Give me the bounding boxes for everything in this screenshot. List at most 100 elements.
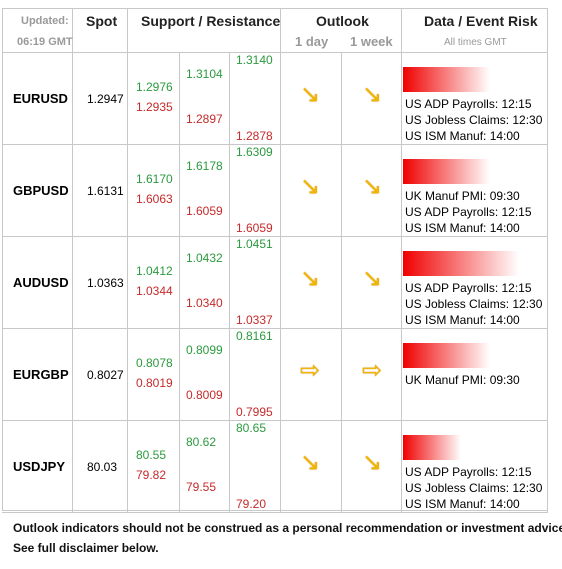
outlook-arrow: ↘ — [362, 81, 383, 108]
header-cell — [127, 8, 281, 53]
risk-bar — [403, 251, 519, 276]
event: US ISM Manuf: 14:00 — [405, 129, 520, 143]
event: US ISM Manuf: 14:00 — [405, 221, 520, 235]
cell — [2, 236, 73, 329]
resistance: 80.55 — [136, 448, 167, 462]
resistance: 1.6309 — [236, 145, 273, 159]
risk-bar — [403, 343, 490, 368]
footer-line: Outlook indicators should not be constru… — [13, 521, 562, 535]
pair: GBPUSD — [13, 183, 69, 198]
resistance: 80.62 — [186, 435, 217, 449]
event: US ADP Payrolls: 12:15 — [405, 205, 532, 219]
header-cell — [401, 8, 548, 53]
resistance: 0.8078 — [136, 356, 173, 370]
support: 1.0344 — [136, 284, 173, 298]
support: 1.6059 — [236, 221, 273, 235]
support: 0.7995 — [236, 405, 273, 419]
cell — [229, 52, 281, 145]
cell — [341, 144, 402, 237]
support: 1.2897 — [186, 112, 223, 126]
cell — [401, 420, 548, 513]
cell — [280, 52, 342, 145]
support: 1.6059 — [186, 204, 223, 218]
support: 79.82 — [136, 468, 167, 482]
cell — [229, 328, 281, 421]
cell — [127, 420, 180, 513]
cell — [341, 236, 402, 329]
resistance: 80.65 — [236, 421, 267, 435]
risk-bar — [403, 435, 461, 460]
cell — [179, 52, 230, 145]
cell — [2, 52, 73, 145]
week-header: 1 week — [350, 34, 393, 49]
times-note: All times GMT — [444, 37, 507, 48]
support: 1.2878 — [236, 129, 273, 143]
cell — [280, 420, 342, 513]
updated-time: 06:19 GMT — [17, 36, 73, 48]
support: 1.0337 — [236, 313, 273, 327]
cell — [72, 420, 128, 513]
cell — [401, 52, 548, 145]
pair: AUDUSD — [13, 275, 69, 290]
cell — [127, 328, 180, 421]
cell — [2, 328, 73, 421]
outlook-arrow: ↘ — [362, 449, 383, 476]
spot-header: Spot — [86, 13, 118, 29]
resistance: 1.0412 — [136, 264, 173, 278]
cell — [229, 236, 281, 329]
support: 79.20 — [236, 497, 267, 511]
cell — [179, 236, 230, 329]
spot: 80.03 — [87, 460, 118, 474]
outlook-arrow: ↘ — [362, 173, 383, 200]
support: 1.6063 — [136, 192, 173, 206]
cell — [229, 144, 281, 237]
event: US Jobless Claims: 12:30 — [405, 297, 543, 311]
cell — [179, 420, 230, 513]
resistance: 1.3104 — [186, 67, 223, 81]
outlook-arrow: ⇨ — [362, 357, 383, 384]
support: 1.0340 — [186, 296, 223, 310]
outlook-header: Outlook — [316, 13, 369, 29]
support: 1.2935 — [136, 100, 173, 114]
header-cell — [2, 8, 73, 53]
resistance: 1.2976 — [136, 80, 173, 94]
event: UK Manuf PMI: 09:30 — [405, 373, 520, 387]
event: US Jobless Claims: 12:30 — [405, 113, 543, 127]
footer-line: See full disclaimer below. — [13, 541, 159, 555]
cell — [401, 144, 548, 237]
resistance: 0.8099 — [186, 343, 223, 357]
outlook-arrow: ↘ — [300, 81, 321, 108]
risk-header: Data / Event Risk — [424, 13, 538, 29]
resistance: 1.3140 — [236, 53, 273, 67]
outlook-arrow: ⇨ — [300, 357, 321, 384]
cell — [341, 420, 402, 513]
pair: EURUSD — [13, 91, 68, 106]
cell — [127, 52, 180, 145]
cell — [179, 328, 230, 421]
cell — [179, 144, 230, 237]
event: US ISM Manuf: 14:00 — [405, 497, 520, 511]
resistance: 0.8161 — [236, 329, 273, 343]
risk-bar — [403, 159, 490, 184]
resistance: 1.0451 — [236, 237, 273, 251]
support: 79.55 — [186, 480, 217, 494]
outlook-arrow: ↘ — [362, 265, 383, 292]
cell — [280, 144, 342, 237]
cell — [401, 328, 548, 421]
resistance: 1.0432 — [186, 251, 223, 265]
pair: EURGBP — [13, 367, 69, 382]
event: US ADP Payrolls: 12:15 — [405, 97, 532, 111]
spot: 1.6131 — [87, 184, 124, 198]
header-cell — [72, 8, 128, 53]
event: US Jobless Claims: 12:30 — [405, 481, 543, 495]
spot: 1.2947 — [87, 92, 124, 106]
cell — [72, 328, 128, 421]
outlook-arrow: ↘ — [300, 449, 321, 476]
outlook-arrow: ↘ — [300, 173, 321, 200]
cell — [72, 144, 128, 237]
cell — [341, 52, 402, 145]
updated-label: Updated: — [21, 15, 69, 27]
sr-header: Support / Resistance — [141, 13, 281, 29]
support: 0.8009 — [186, 388, 223, 402]
